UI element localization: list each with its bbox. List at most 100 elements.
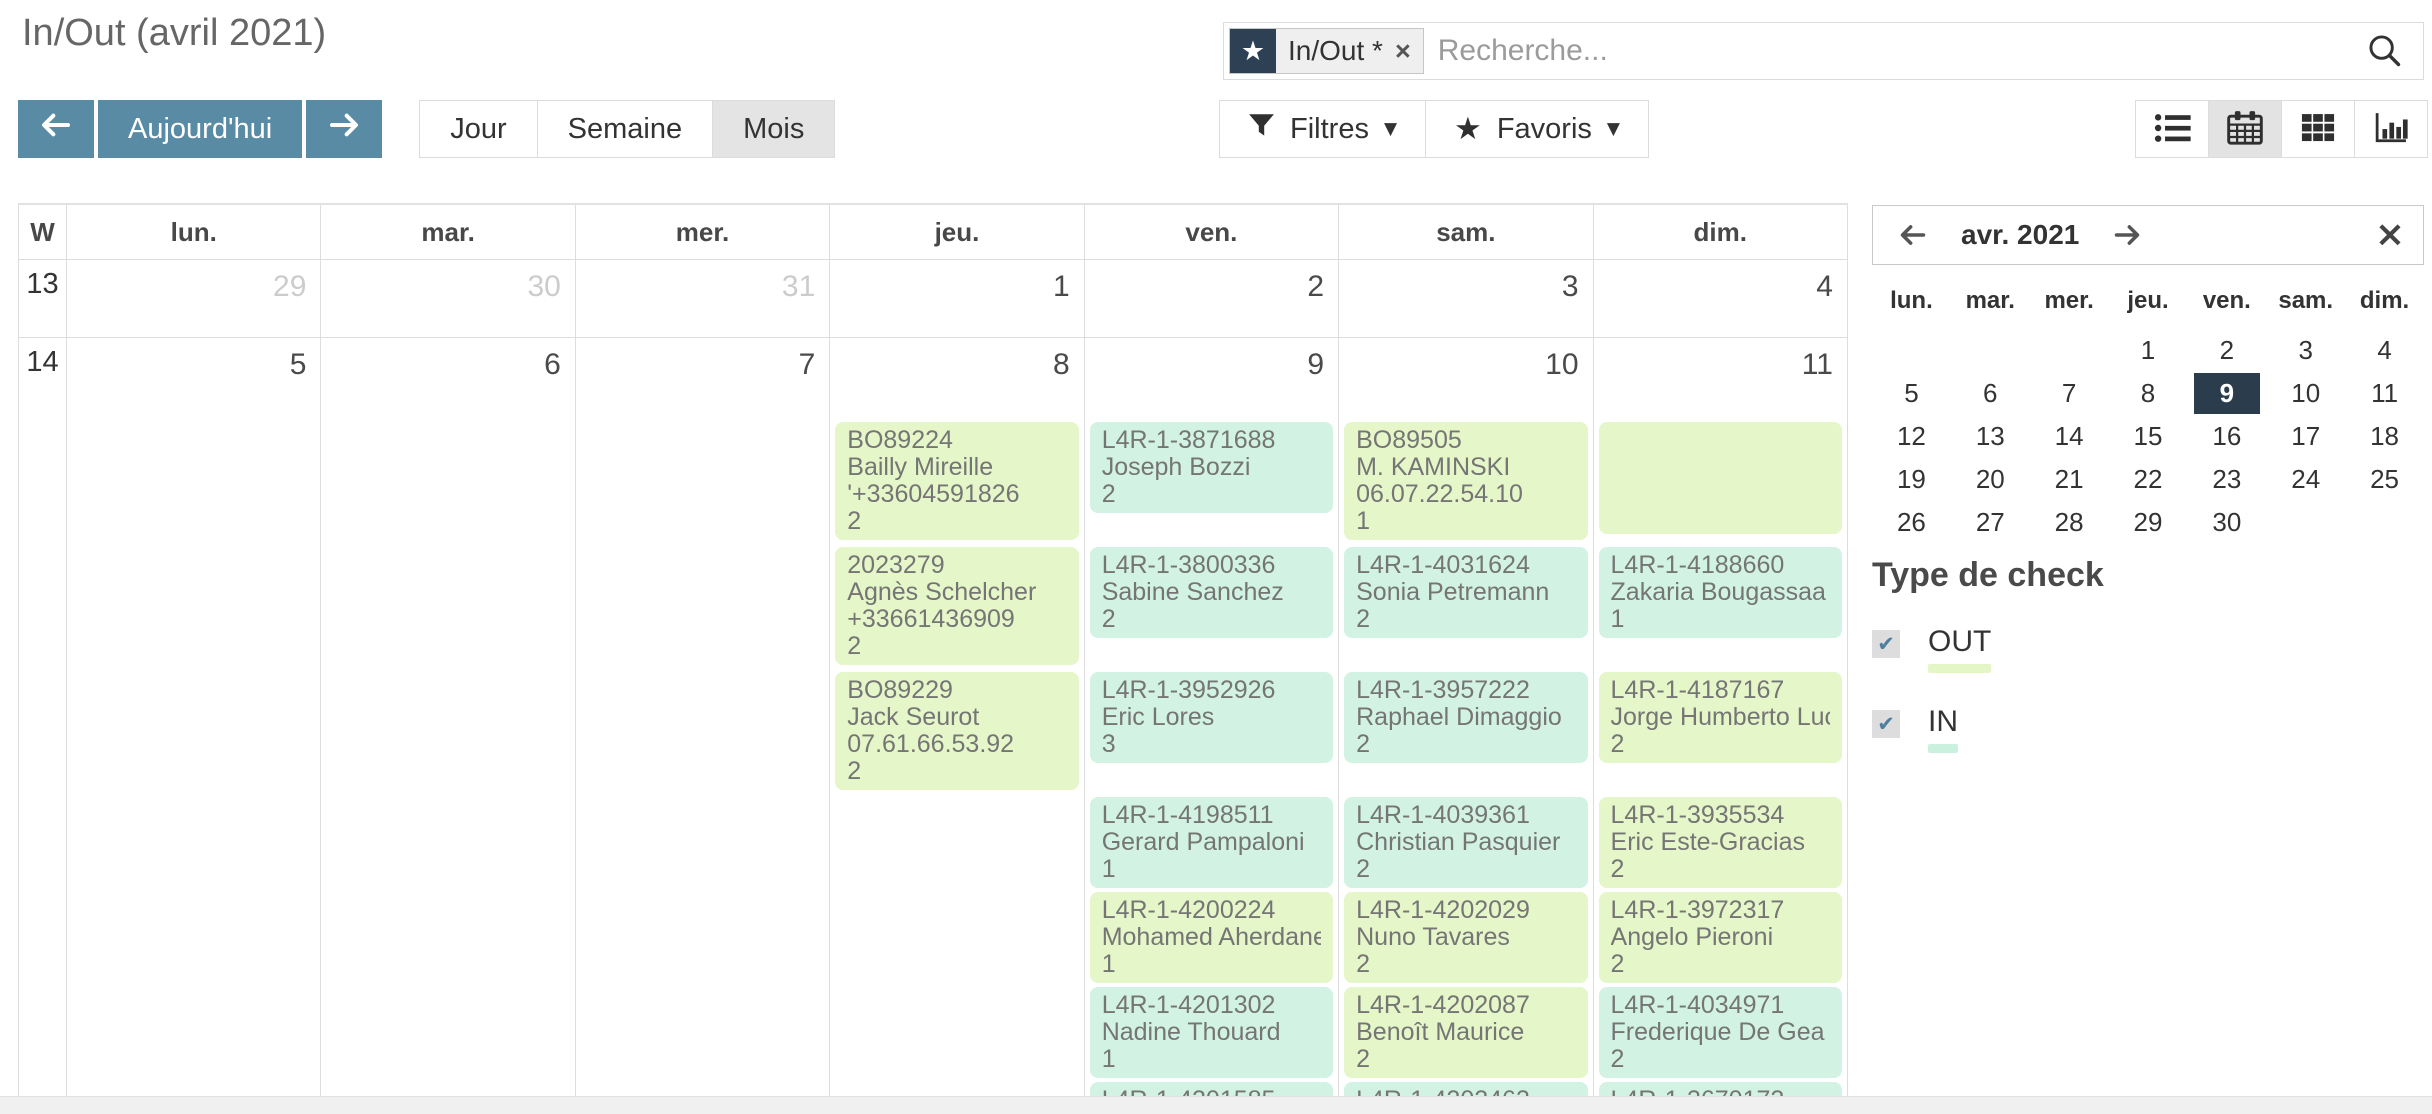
legend-item-in[interactable]: ✔ IN — [1872, 705, 2412, 753]
mini-day-cell[interactable]: 20 — [1975, 464, 2005, 494]
calendar-day-cell[interactable]: 11 L4R-1-4188660 Zakaria Bougassaa 1 L4R-1-4… — [1594, 338, 1848, 1096]
scale-day-button[interactable]: Jour — [419, 100, 538, 158]
event-chip[interactable]: L4R-1-4039361 Christian Pasquier 2 — [1344, 797, 1588, 888]
mini-day-cell[interactable]: 11 — [2371, 378, 2399, 408]
mini-day-cell[interactable]: 22 — [2133, 464, 2163, 494]
mini-day-cell[interactable]: 8 — [2140, 378, 2156, 408]
event-chip[interactable]: BO89229 Jack Seurot 07.61.66.53.92 2 — [835, 672, 1079, 790]
today-button[interactable]: Aujourd'hui — [98, 100, 303, 158]
event-chip[interactable]: L4R-1-4202029 Nuno Tavares 2 — [1344, 892, 1588, 983]
list-view-button[interactable] — [2135, 100, 2209, 158]
event-chip[interactable]: L4R-1-3935534 Eric Este-Gracias 2 — [1598, 797, 1842, 888]
checkbox[interactable]: ✔ — [1872, 630, 1900, 658]
event-chip[interactable]: BO89224 Bailly Mireille '+33604591826 2 — [835, 422, 1079, 540]
mini-calendar-close-icon[interactable]: × — [2374, 214, 2405, 255]
mini-prev-arrow-icon[interactable] — [1899, 221, 1927, 249]
event-slot: L4R-1-4202029 Nuno Tavares 2 — [1339, 892, 1592, 987]
legend-item-out[interactable]: ✔ OUT — [1872, 625, 2412, 673]
mini-day-cell[interactable]: 4 — [2377, 335, 2392, 365]
mini-day-cell[interactable]: 24 — [2291, 464, 2321, 494]
event-line: Nadine Thouard — [1101, 1019, 1281, 1046]
calendar-day-cell[interactable]: 4 — [1593, 260, 1848, 338]
scale-month-button[interactable]: Mois — [712, 100, 836, 158]
mini-day-cell[interactable]: 3 — [2298, 335, 2313, 365]
search-input[interactable] — [1423, 34, 2367, 68]
scale-week-button[interactable]: Semaine — [536, 100, 714, 158]
event-chip[interactable]: L4R-1-3957222 Raphael Dimaggio 2 — [1344, 672, 1588, 763]
graph-view-button[interactable] — [2354, 100, 2428, 158]
calendar-day-cell[interactable]: 5 — [67, 338, 322, 1096]
favorites-label: Favoris — [1496, 112, 1592, 145]
event-chip[interactable]: L4R-1-4187167 Jorge Humberto Luca 2 — [1598, 672, 1842, 763]
mini-day-cell[interactable]: 30 — [2212, 507, 2242, 537]
mini-day-cell[interactable]: 26 — [1896, 507, 1926, 537]
calendar-day-cell[interactable]: 29 — [67, 260, 322, 338]
mini-day-cell[interactable]: 2 — [2219, 335, 2235, 365]
calendar-day-cell[interactable]: 6 — [321, 338, 576, 1096]
mini-day-cell[interactable]: 21 — [2054, 464, 2084, 494]
favorites-button[interactable]: ★ Favoris ▼ — [1425, 100, 1649, 158]
event-chip[interactable] — [1598, 422, 1842, 534]
event-chip[interactable]: L4R-1-4198511 Gerard Pampaloni 1 — [1089, 797, 1334, 888]
mini-day-cell[interactable]: 27 — [1975, 507, 2005, 537]
event-chip[interactable]: L4R-1-4201302 Nadine Thouard 1 — [1089, 987, 1334, 1078]
prev-period-button[interactable] — [18, 100, 94, 158]
mini-next-arrow-icon[interactable] — [2113, 221, 2141, 249]
event-chip[interactable]: BO89505 M. KAMINSKI 06.07.22.54.10 1 — [1344, 422, 1588, 540]
legend-color-swatch — [1928, 664, 1991, 673]
mini-day-cell[interactable]: 9 — [2187, 372, 2266, 415]
calendar-day-cell[interactable]: 9 L4R-1-3871688 Joseph Bozzi 2 L4R-1-3800336… — [1085, 338, 1340, 1096]
event-chip[interactable]: L4R-1-4034971 Frederique De Gea 2 — [1598, 987, 1842, 1078]
mini-day-cell[interactable]: 6 — [1983, 378, 1998, 408]
mini-day-cell[interactable]: 18 — [2370, 421, 2400, 451]
mini-day-cell[interactable]: 17 — [2291, 421, 2321, 451]
mini-day-cell[interactable]: 5 — [1904, 378, 1919, 408]
event-chip[interactable]: L4R-1-4031624 Sonia Petremann 2 — [1344, 547, 1588, 638]
mini-day-cell[interactable]: 7 — [2061, 378, 2077, 408]
event-chip[interactable]: L4R-1-4202463Éric Fabre2 — [1344, 1082, 1588, 1096]
calendar-day-cell[interactable]: 10 BO89505 M. KAMINSKI 06.07.22.54.10 1 L4R-1… — [1339, 338, 1594, 1096]
event-chip[interactable]: L4R-1-3670172Samuel Soares2 — [1598, 1082, 1842, 1096]
mini-day-header: mar. — [1965, 287, 2015, 314]
mini-day-cell[interactable]: 28 — [2054, 507, 2084, 537]
mini-day-cell[interactable]: 1 — [2140, 335, 2156, 365]
mini-day-cell[interactable]: 23 — [2212, 464, 2242, 494]
event-line: L4R-1-3800336 — [1101, 552, 1276, 579]
event-chip[interactable]: L4R-1-3800336 Sabine Sanchez 2 — [1089, 547, 1334, 638]
calendar-day-cell[interactable]: 1 — [830, 260, 1085, 338]
mini-day-cell[interactable]: 19 — [1896, 464, 1926, 494]
mini-day-cell[interactable]: 29 — [2133, 507, 2163, 537]
filters-button[interactable]: Filtres ▼ — [1219, 100, 1427, 158]
mini-day-cell[interactable]: 13 — [1975, 421, 2005, 451]
event-chip[interactable]: L4R-1-4202087 Benoît Maurice 2 — [1344, 987, 1588, 1078]
horizontal-scrollbar[interactable] — [0, 1096, 2432, 1114]
event-chip[interactable]: 2023279 Agnès Schelcher +33661436909 2 — [835, 547, 1079, 665]
event-line: L4R-1-4188660 — [1610, 552, 1785, 579]
checkbox[interactable]: ✔ — [1872, 710, 1900, 738]
calendar-day-cell[interactable]: 3 — [1339, 260, 1594, 338]
calendar-day-cell[interactable]: 30 — [321, 260, 576, 338]
calendar-day-cell[interactable]: 8 BO89224 Bailly Mireille '+33604591826 2 202… — [830, 338, 1085, 1096]
event-chip[interactable]: L4R-1-4188660 Zakaria Bougassaa 1 — [1598, 547, 1842, 638]
pivot-view-button[interactable] — [2281, 100, 2355, 158]
event-chip[interactable]: L4R-1-4200224 Mohamed Aherdane 1 — [1089, 892, 1334, 983]
next-period-button[interactable] — [306, 100, 383, 158]
search-facet[interactable]: ★ In/Out * × — [1229, 28, 1424, 74]
search-magnifier-icon[interactable] — [2367, 33, 2403, 69]
calendar-day-cell[interactable]: 7 — [576, 338, 831, 1096]
event-chip[interactable]: L4R-1-4201585Julien Bousquet1 — [1089, 1082, 1334, 1096]
mini-day-cell[interactable]: 25 — [2370, 464, 2400, 494]
calendar-view-button[interactable] — [2208, 100, 2282, 158]
mini-day-cell[interactable]: 12 — [1896, 421, 1926, 451]
mini-day-cell[interactable]: 14 — [2054, 421, 2084, 451]
facet-remove-icon[interactable]: × — [1394, 35, 1411, 66]
calendar-day-cell[interactable]: 2 — [1084, 260, 1340, 338]
mini-day-cell[interactable]: 16 — [2212, 421, 2242, 451]
calendar-day-cell[interactable]: 31 — [575, 260, 831, 338]
event-chip[interactable]: L4R-1-3972317 Angelo Pieroni 2 — [1598, 892, 1842, 983]
mini-day-cell[interactable]: 15 — [2133, 421, 2163, 451]
event-chip[interactable]: L4R-1-3952926 Eric Lores 3 — [1089, 672, 1334, 763]
legend-item-body: OUT — [1928, 625, 1991, 673]
event-chip[interactable]: L4R-1-3871688 Joseph Bozzi 2 — [1089, 422, 1334, 513]
mini-day-cell[interactable]: 10 — [2291, 378, 2321, 408]
